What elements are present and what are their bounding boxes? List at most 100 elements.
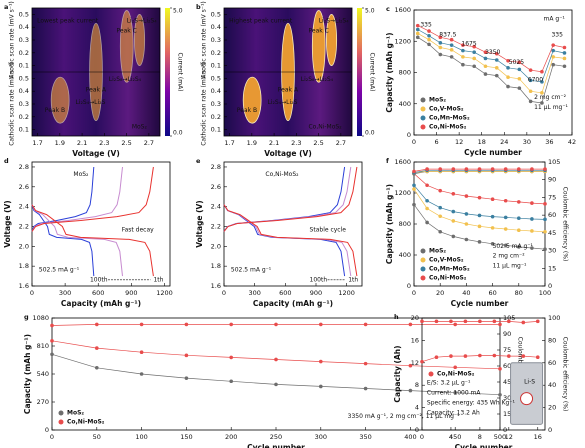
data-point bbox=[562, 45, 567, 50]
y-tick-label: 2.2 bbox=[211, 222, 221, 230]
data-point bbox=[503, 167, 508, 171]
x-tick-label: 900 bbox=[125, 289, 137, 297]
y-tick-label: 0.5 bbox=[19, 10, 29, 18]
data-point bbox=[494, 73, 499, 78]
plot-frame bbox=[31, 161, 171, 287]
legend-marker bbox=[58, 410, 64, 416]
y2-tick-label: 75 bbox=[548, 193, 556, 201]
y-tick-label: 800 bbox=[399, 220, 411, 228]
annotation: Li₂S→Li₂S₄ bbox=[127, 17, 157, 24]
series-line bbox=[51, 340, 501, 370]
y-tick-label: 0.2 bbox=[211, 49, 221, 57]
legend-marker bbox=[58, 419, 64, 425]
data-point bbox=[415, 27, 420, 32]
y-tick-label: 0.1 bbox=[19, 126, 29, 134]
data-point bbox=[415, 23, 420, 28]
y2-tick-label: 90 bbox=[548, 176, 556, 184]
data-point bbox=[95, 365, 99, 370]
y-tick-label: 20 bbox=[411, 314, 419, 322]
data-point bbox=[427, 33, 431, 38]
x-tick-label: 900 bbox=[310, 289, 322, 297]
colorbar-tick-label: 0.0 bbox=[365, 130, 375, 137]
data-point bbox=[543, 229, 547, 234]
data-point bbox=[229, 322, 233, 327]
data-point bbox=[543, 167, 547, 171]
x-axis-label: Capacity (mAh g⁻¹) bbox=[253, 299, 333, 308]
data-point bbox=[517, 76, 522, 81]
y-tick-label: 8 bbox=[415, 381, 419, 389]
data-point bbox=[427, 29, 431, 33]
y2-tick-label: 45 bbox=[548, 229, 556, 237]
data-point bbox=[451, 219, 456, 223]
data-point bbox=[438, 188, 443, 193]
annotation: 1th bbox=[153, 276, 163, 283]
legend-label: Co,Ni-MoS₂ bbox=[67, 419, 105, 426]
data-point bbox=[50, 323, 54, 328]
data-point bbox=[483, 50, 488, 54]
panel-label: g bbox=[24, 313, 29, 321]
y2-tick-label: 90 bbox=[503, 330, 511, 338]
data-point bbox=[528, 68, 533, 72]
legend-marker bbox=[420, 106, 426, 112]
heatmap-peak bbox=[134, 13, 146, 67]
y-tick-label: 0.2 bbox=[19, 49, 29, 57]
data-point bbox=[363, 361, 368, 366]
annotation: 5025 bbox=[509, 59, 524, 66]
data-point bbox=[506, 75, 510, 79]
y-tick-label: 2.8 bbox=[19, 163, 29, 171]
data-point bbox=[483, 72, 488, 76]
y-tick-label: 2.8 bbox=[211, 163, 221, 171]
y-tick-label: 2.6 bbox=[211, 183, 221, 191]
data-point bbox=[507, 354, 511, 358]
y-tick-label: 1.6 bbox=[211, 282, 221, 290]
x-tick-label: 0 bbox=[420, 433, 424, 441]
y-axis-label: Capacity (mAh g⁻¹) bbox=[385, 32, 394, 112]
annotation: 3350 bbox=[485, 49, 500, 56]
panel-label: e bbox=[196, 157, 201, 165]
x-tick-label: 30 bbox=[523, 138, 531, 146]
data-point bbox=[483, 64, 488, 69]
data-point bbox=[412, 187, 416, 191]
y-tick-label: 0.4 bbox=[19, 87, 29, 95]
x-tick-label: 100 bbox=[539, 289, 551, 297]
annotation: Fast decay bbox=[122, 227, 154, 234]
data-point bbox=[503, 215, 508, 220]
data-point bbox=[543, 202, 547, 206]
data-point bbox=[461, 62, 465, 67]
data-point bbox=[477, 240, 482, 244]
data-point bbox=[425, 183, 429, 188]
heatmap-peak bbox=[119, 10, 134, 83]
colorbar-tick-label: 5.0 bbox=[173, 8, 183, 15]
data-point bbox=[420, 359, 424, 364]
data-point bbox=[425, 198, 429, 203]
data-point bbox=[478, 353, 482, 358]
data-point bbox=[517, 245, 521, 249]
x-axis-label: Cycle number bbox=[464, 148, 522, 157]
data-point bbox=[453, 365, 458, 370]
y2-tick-label: 0 bbox=[548, 282, 552, 290]
data-point bbox=[438, 41, 443, 45]
x-tick-label: 1.9 bbox=[55, 139, 65, 147]
colorbar-label: Current (mA) bbox=[177, 52, 184, 91]
y-tick-label: 0.5 bbox=[211, 10, 221, 18]
data-point bbox=[363, 322, 368, 327]
panel-label: a bbox=[4, 3, 8, 11]
y2-axis-label: Coulombic efficiency (%) bbox=[562, 337, 569, 412]
panel-label: d bbox=[4, 157, 9, 165]
data-point bbox=[490, 197, 495, 201]
annotation: 2 mg cm⁻² bbox=[534, 94, 567, 101]
y2-tick-label: 20 bbox=[548, 404, 556, 412]
data-point bbox=[415, 31, 420, 36]
legend-label: Co,V-MoS₂ bbox=[429, 257, 464, 264]
y-tick-label: 0.2 bbox=[211, 113, 221, 121]
y-tick-label: 0.2 bbox=[19, 113, 29, 121]
data-point bbox=[540, 80, 544, 84]
y-tick-label: 0.4 bbox=[19, 23, 29, 31]
y-tick-label: 0.3 bbox=[211, 100, 221, 108]
x-tick-label: 400 bbox=[404, 433, 416, 441]
legend-marker bbox=[420, 257, 426, 263]
data-point bbox=[517, 216, 521, 220]
data-point bbox=[478, 319, 482, 324]
data-point bbox=[477, 224, 482, 229]
y-tick-label: 0.1 bbox=[19, 62, 29, 70]
